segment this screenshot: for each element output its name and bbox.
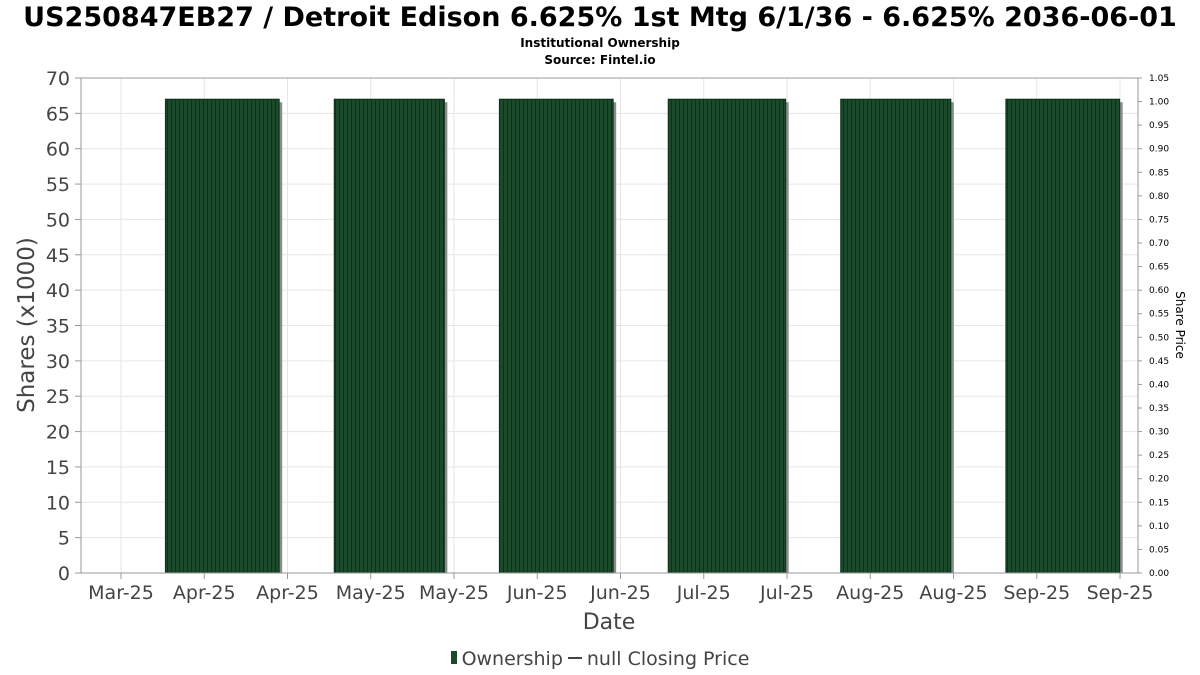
y2-tick-label: 0.45	[1149, 357, 1169, 367]
y-tick-label: 45	[46, 245, 70, 267]
x-tick-label: May-25	[336, 582, 406, 604]
y-tick-label: 65	[46, 103, 70, 125]
y-tick-label: 25	[46, 386, 70, 408]
x-axis-ticks: Mar-25 Apr-25 Apr-25 May-25 May-25 Jun-25 Jun-…	[88, 573, 1153, 604]
ownership-legend-label: Ownership	[461, 648, 563, 670]
y-tick-label: 60	[46, 139, 70, 161]
y2-tick-label: 0.85	[1149, 168, 1169, 178]
ownership-bar	[667, 98, 787, 574]
y-tick-label: 5	[58, 528, 70, 550]
ownership-bar	[498, 98, 614, 574]
y-tick-label: 50	[46, 209, 70, 231]
y-tick-label: 10	[46, 492, 70, 514]
y2-tick-label: 0.50	[1149, 333, 1169, 343]
y2-tick-label: 0.40	[1149, 380, 1169, 390]
price-legend-label: null Closing Price	[586, 648, 750, 670]
y2-tick-label: 0.55	[1149, 310, 1169, 320]
price-legend-line	[567, 656, 582, 659]
y-tick-label: 0	[58, 563, 70, 585]
ownership-legend-swatch	[450, 651, 457, 664]
chart-subtitle: Institutional Ownership	[520, 36, 680, 50]
y2-tick-label: 0.70	[1149, 239, 1169, 249]
y-tick-label: 40	[46, 280, 70, 302]
y-tick-label: 35	[46, 316, 70, 338]
y2-tick-label: 0.20	[1149, 475, 1169, 485]
x-tick-label: Aug-25	[919, 582, 987, 604]
x-tick-label: Apr-25	[173, 582, 236, 604]
y-axis-ticks: 0 5 10 15 20 25 30 35 40 45 50 55 60 65 70	[46, 68, 81, 585]
y2-tick-label: 0.05	[1149, 545, 1169, 555]
x-tick-label: May-25	[419, 582, 489, 604]
y2-tick-label: 1.00	[1149, 98, 1169, 108]
y2-tick-label: 0.95	[1149, 121, 1169, 131]
chart-source: Source: Fintel.io	[544, 53, 656, 67]
y2-tick-label: 0.10	[1149, 522, 1169, 532]
x-tick-label: Apr-25	[256, 582, 319, 604]
ownership-bar	[1005, 98, 1121, 574]
y2-tick-label: 0.60	[1149, 286, 1169, 296]
y-axis-label: Shares (x1000)	[14, 237, 40, 413]
y2-tick-label: 0.65	[1149, 263, 1169, 273]
y2-tick-label: 0.15	[1149, 498, 1169, 508]
y-tick-label: 30	[46, 351, 70, 373]
x-axis-label: Date	[583, 610, 636, 635]
y2-axis-label: Share Price	[1173, 291, 1187, 359]
x-tick-label: Aug-25	[836, 582, 904, 604]
x-tick-label: Sep-25	[1003, 582, 1070, 604]
y2-tick-label: 0.80	[1149, 192, 1169, 202]
y2-tick-label: 0.35	[1149, 404, 1169, 414]
y2-tick-label: 0.90	[1149, 145, 1169, 155]
chart-title: US250847EB27 / Detroit Edison 6.625% 1st…	[23, 2, 1177, 33]
ownership-bar	[333, 98, 445, 574]
x-tick-label: Jun-25	[506, 582, 568, 604]
x-tick-label: Jul-25	[759, 582, 814, 604]
y-tick-label: 55	[46, 174, 70, 196]
ownership-bar	[164, 98, 280, 574]
y2-tick-label: 0.30	[1149, 428, 1169, 438]
bars	[164, 98, 1123, 574]
x-tick-label: Jun-25	[589, 582, 651, 604]
ownership-bar	[840, 98, 952, 574]
x-tick-label: Mar-25	[88, 582, 154, 604]
y-tick-label: 15	[46, 457, 70, 479]
y2-tick-label: 0.75	[1149, 215, 1169, 225]
y2-tick-label: 1.05	[1149, 74, 1169, 84]
legend: Ownership null Closing Price	[0, 647, 1200, 671]
y-tick-label: 70	[46, 68, 70, 90]
y2-axis-ticks: 0.00 0.05 0.10 0.15 0.20 0.25 0.30 0.35 0.40 0.45…	[1138, 74, 1169, 579]
x-tick-label: Sep-25	[1087, 582, 1154, 604]
y-tick-label: 20	[46, 422, 70, 444]
y2-tick-label: 0.25	[1149, 451, 1169, 461]
x-tick-label: Jul-25	[676, 582, 731, 604]
y2-tick-label: 0.00	[1149, 569, 1169, 579]
